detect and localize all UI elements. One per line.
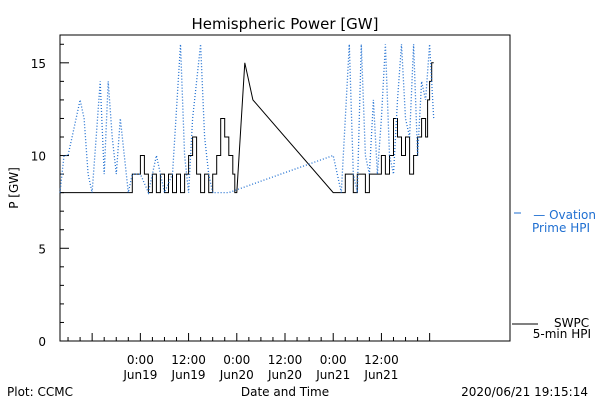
x-tick-date-label: Jun20 xyxy=(267,368,302,382)
legend-label-ovation-line1: — Ovation xyxy=(533,208,596,222)
x-tick-date-label: Jun19 xyxy=(122,368,157,382)
x-tick-time-label: 0:00 xyxy=(320,353,347,367)
series-line-swpc xyxy=(60,62,434,194)
x-tick-time-label: 0:00 xyxy=(127,353,154,367)
y-tick-label: 5 xyxy=(38,242,46,256)
x-tick-time-label: 12:00 xyxy=(364,353,399,367)
x-tick-date-label: Jun21 xyxy=(363,368,398,382)
x-axis-title: Date and Time xyxy=(241,385,329,399)
legend-label-swpc-line2: 5-min HPI xyxy=(533,327,591,341)
plot-credit: Plot: CCMC xyxy=(7,385,73,399)
plot-timestamp: 2020/06/21 19:15:14 xyxy=(461,385,588,399)
x-tick-date-label: Jun21 xyxy=(315,368,350,382)
chart-title: Hemispheric Power [GW] xyxy=(192,15,379,33)
y-axis-title: P [GW] xyxy=(7,167,21,209)
x-tick-time-label: 0:00 xyxy=(223,353,250,367)
x-tick-time-label: 12:00 xyxy=(268,353,303,367)
legend-label-ovation-line2: Prime HPI xyxy=(532,221,590,235)
x-tick-date-label: Jun20 xyxy=(219,368,254,382)
x-tick-time-label: 12:00 xyxy=(171,353,206,367)
plot-frame xyxy=(59,34,511,342)
series-line-ovation xyxy=(59,44,435,195)
plot-area: 0510150:00Jun1912:00Jun190:00Jun2012:00J… xyxy=(31,34,596,382)
y-tick-label: 15 xyxy=(31,57,46,71)
legend-label-swpc-line1: SWPC xyxy=(554,316,589,330)
y-tick-label: 10 xyxy=(31,150,46,164)
y-tick-label: 0 xyxy=(38,335,46,349)
x-tick-date-label: Jun19 xyxy=(171,368,206,382)
